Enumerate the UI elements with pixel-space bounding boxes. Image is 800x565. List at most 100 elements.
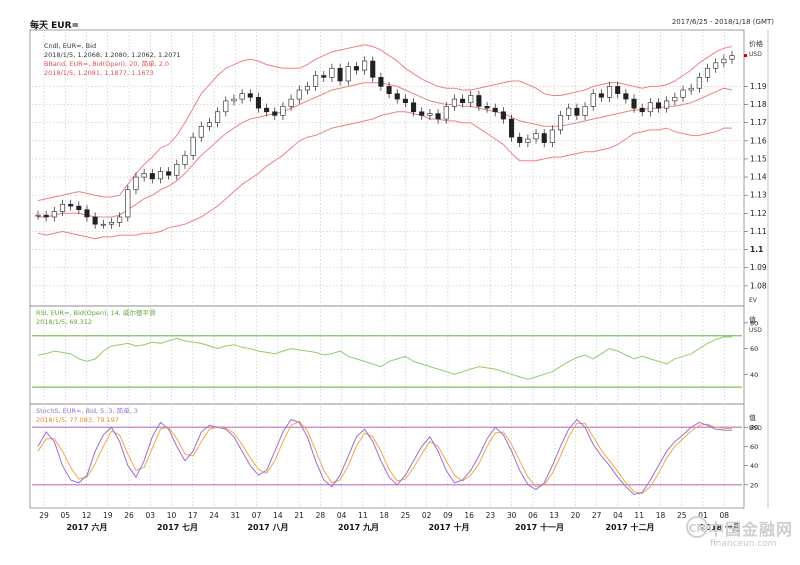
candle-body bbox=[590, 93, 596, 107]
price-unit: USD bbox=[749, 51, 762, 58]
candle-body bbox=[606, 86, 613, 98]
candle-body bbox=[51, 211, 57, 218]
x-tick-label: 29 bbox=[39, 511, 49, 520]
legend-price-name: Cndl, EUR=, Bid bbox=[44, 42, 97, 50]
x-tick-label: 18 bbox=[379, 511, 389, 520]
candle-body bbox=[631, 98, 637, 109]
candle-body bbox=[557, 115, 564, 131]
legend-stoch-name: StochS, EUR=, Bid, 5, 3, 简单, 3 bbox=[36, 407, 138, 415]
last-price-marker bbox=[744, 54, 747, 58]
candle-body bbox=[370, 60, 376, 78]
candle-body bbox=[231, 98, 237, 102]
candle-body bbox=[190, 136, 196, 156]
stoch-y-tick-label: 20 bbox=[750, 481, 758, 489]
x-tick-label: 27 bbox=[592, 511, 602, 520]
y-tick-label: 1.14 bbox=[750, 173, 767, 182]
x-tick-label: 26 bbox=[124, 511, 134, 520]
x-month-label: 2017 七月 bbox=[157, 522, 198, 532]
candle-body bbox=[133, 176, 139, 191]
candle-body bbox=[492, 107, 498, 113]
y-tick-label: 1.08 bbox=[750, 281, 767, 290]
bband-middle-line bbox=[38, 82, 733, 218]
candle-body bbox=[680, 89, 686, 98]
candle-body bbox=[223, 100, 229, 113]
candle-body bbox=[721, 58, 727, 64]
candle-body bbox=[92, 216, 98, 225]
candle-body bbox=[280, 106, 286, 116]
candle-body bbox=[362, 60, 368, 71]
candle-body bbox=[688, 87, 694, 91]
x-month-label: 2017 十一月 bbox=[515, 522, 564, 532]
legend-rsi-name: RSI, EUR=, Bid(Open), 14, 威尔德平滑 bbox=[36, 309, 156, 317]
candle-body bbox=[329, 67, 335, 78]
candle-body bbox=[378, 77, 384, 87]
candle-body bbox=[468, 95, 474, 104]
bband-upper-line bbox=[37, 44, 733, 202]
x-tick-label: 13 bbox=[549, 511, 559, 520]
candle-body bbox=[182, 155, 188, 165]
x-tick-label: 09 bbox=[443, 511, 453, 520]
candle-body bbox=[149, 173, 155, 180]
candle-body bbox=[239, 93, 245, 100]
zoom-label[interactable]: EV bbox=[749, 297, 757, 304]
candle-body bbox=[574, 107, 580, 116]
candle-body bbox=[419, 111, 425, 116]
chart-title: 每天 EUR= bbox=[30, 21, 80, 31]
y-tick-label: 1.12 bbox=[750, 209, 767, 218]
candle-body bbox=[509, 118, 515, 138]
x-tick-label: 11 bbox=[358, 511, 368, 520]
candle-body bbox=[517, 136, 523, 143]
x-tick-label: 12 bbox=[82, 511, 92, 520]
rsi-y-tick-label: 40 bbox=[750, 371, 758, 379]
x-tick-label: 11 bbox=[634, 511, 644, 520]
x-tick-label: 16 bbox=[464, 511, 474, 520]
x-tick-label: 31 bbox=[231, 511, 241, 520]
stoch-value-label: 值 bbox=[749, 414, 756, 422]
candle-body bbox=[411, 102, 417, 113]
stoch-panel-frame bbox=[29, 403, 745, 509]
candle-body bbox=[206, 122, 213, 127]
legend-bband-values: 2018/1/5, 1.2081, 1.1877, 1.1673 bbox=[44, 69, 154, 77]
y-tick-label: 1.13 bbox=[750, 191, 767, 200]
rsi-y-tick-label: 60 bbox=[750, 345, 758, 353]
candle-body bbox=[100, 223, 106, 226]
candle-body bbox=[451, 98, 457, 107]
legend-bband-name: BBand, EUR=, Bid(Open), 20, 简单, 2.0 bbox=[44, 60, 170, 68]
y-tick-label: 1.18 bbox=[750, 100, 767, 109]
bband-lower-line bbox=[37, 111, 732, 240]
x-tick-label: 14 bbox=[273, 511, 283, 520]
stoch-plot bbox=[32, 418, 742, 495]
candle-body bbox=[313, 75, 319, 87]
y-tick-label: 1.15 bbox=[750, 154, 767, 163]
stoch-value-unit: USD bbox=[749, 425, 762, 432]
x-tick-label: 24 bbox=[209, 511, 219, 520]
candle-body bbox=[655, 102, 662, 109]
x-tick-label: 04 bbox=[337, 511, 347, 520]
candle-body bbox=[255, 96, 261, 109]
candle-body bbox=[288, 98, 294, 107]
price-plot bbox=[35, 44, 735, 240]
candle-body bbox=[623, 93, 629, 100]
candle-body bbox=[598, 93, 604, 98]
candle-body bbox=[35, 214, 41, 217]
rsi-y-tick-label: 80 bbox=[750, 319, 758, 327]
x-tick-label: 01 bbox=[698, 511, 708, 520]
candle-body bbox=[321, 75, 327, 78]
watermark-en-icon: financeun.com bbox=[710, 539, 777, 549]
candle-body bbox=[713, 62, 719, 69]
candle-body bbox=[525, 138, 531, 143]
candle-body bbox=[647, 102, 653, 113]
rsi-value-unit: USD bbox=[749, 327, 762, 334]
candle-body bbox=[117, 216, 123, 223]
candle-body bbox=[639, 107, 645, 113]
watermark-emblem-icon: CN bbox=[686, 516, 708, 538]
candle-body bbox=[108, 222, 115, 225]
x-tick-label: 07 bbox=[252, 511, 262, 520]
candle-body bbox=[337, 67, 343, 82]
candle-body bbox=[615, 86, 621, 94]
stoch-k-line bbox=[37, 418, 732, 495]
y-tick-label: 1.09 bbox=[750, 263, 767, 272]
candle-body bbox=[476, 95, 482, 107]
candle-body bbox=[500, 111, 506, 120]
